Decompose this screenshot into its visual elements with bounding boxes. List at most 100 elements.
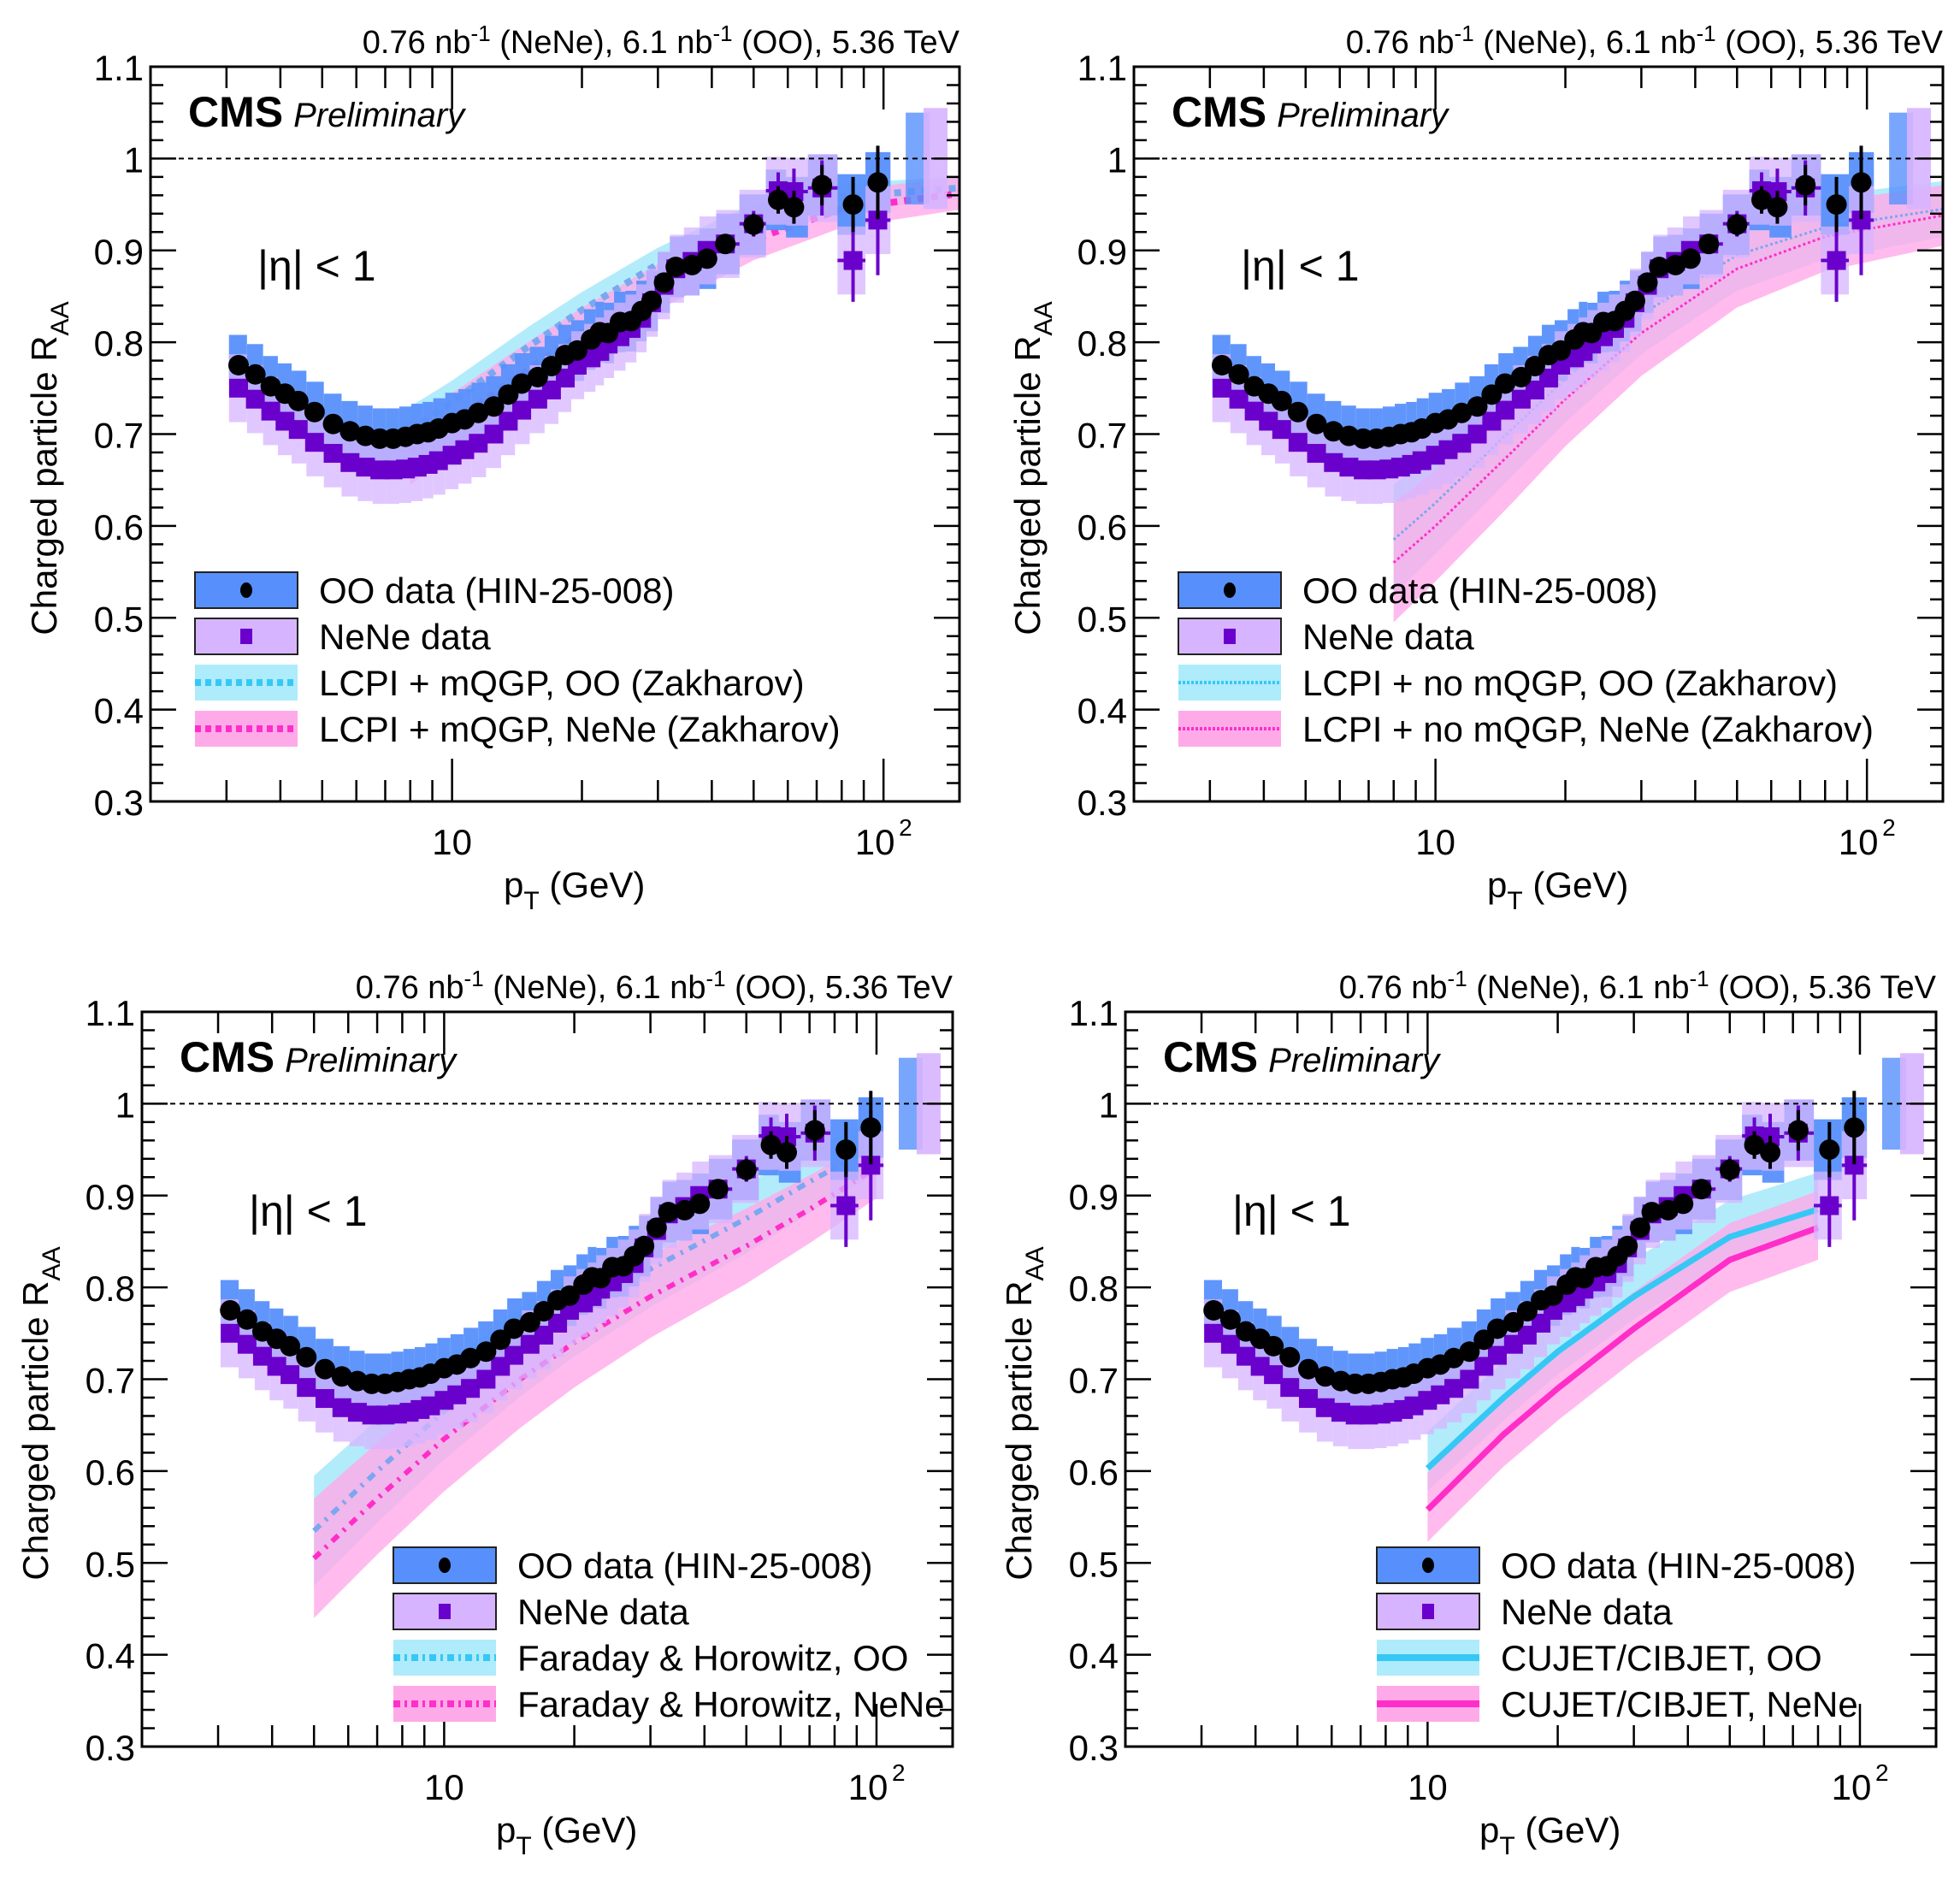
eta-selection-label: |η| < 1 — [1241, 242, 1360, 290]
oo-data-point — [707, 1179, 729, 1200]
oo-data-point — [519, 1311, 540, 1333]
nene-data-point — [1851, 210, 1871, 230]
x-tick-label: 10 — [424, 1767, 464, 1807]
oo-data-point — [634, 1235, 655, 1256]
nene-data-point — [1272, 420, 1291, 440]
oo-data-point — [1203, 1299, 1225, 1321]
lumi-label: 0.76 nb-1 (NeNe), 6.1 nb-1 (OO), 5.36 Te… — [1346, 21, 1944, 61]
y-tick-label: 0.5 — [1069, 1544, 1119, 1584]
oo-data-point — [812, 174, 833, 196]
y-axis-label: Charged particle RAA — [24, 301, 74, 635]
x-axis-label-main: p — [1479, 1810, 1499, 1850]
nene-data-point — [1315, 1398, 1335, 1417]
legend-label: OO data (HIN-25-008) — [1302, 571, 1658, 611]
legend-marker-circle — [240, 582, 252, 598]
x-axis-label-main: p — [1487, 865, 1507, 905]
legend-swatch-model — [393, 1686, 496, 1722]
nene-data-point — [512, 400, 532, 420]
x-axis-label-main: p — [504, 865, 523, 905]
x-axis-label-unit: (GeV) — [1523, 865, 1629, 905]
y-tick-label: 1.1 — [94, 48, 144, 88]
nene-data-point — [347, 1403, 367, 1422]
nene-data-point — [861, 1156, 881, 1175]
y-tick-label: 1 — [1107, 139, 1127, 180]
oo-data-point — [696, 248, 717, 269]
y-tick-label: 0.4 — [86, 1636, 135, 1676]
oo-data-point — [689, 1193, 711, 1215]
y-tick-label: 0.8 — [94, 323, 144, 364]
oo-data-point — [646, 1217, 667, 1239]
lumi-text: (NeNe), 6.1 nb — [491, 25, 713, 61]
cms-label: CMS Preliminary — [188, 88, 467, 136]
oo-data-point — [1767, 197, 1788, 218]
legend-swatch-nene — [194, 618, 298, 655]
oo-data-point — [867, 172, 888, 193]
oo-data-point — [460, 1347, 481, 1369]
x-tick-label: 10 — [848, 1767, 888, 1807]
lumi-text: (OO), 5.36 TeV — [733, 25, 960, 61]
oo-data-point — [1760, 1142, 1781, 1163]
panel-bottom-right: 0.30.40.50.60.70.80.911.110 10 2pT (GeV)Ch… — [999, 966, 1938, 1860]
oo-data-point — [1287, 401, 1308, 423]
nene-data-point — [1467, 424, 1487, 444]
nene-data-point — [1220, 1334, 1240, 1354]
y-axis-label: Charged particle RAA — [1007, 301, 1058, 635]
x-tick-label: 10 — [855, 822, 895, 862]
y-axis-label-main: Charged particle R — [1007, 335, 1048, 635]
legend-marker-circle — [1224, 582, 1236, 598]
y-axis-label-main: Charged particle R — [999, 1280, 1039, 1580]
lumi-text: 0.76 nb — [363, 25, 471, 61]
y-tick-label: 0.8 — [86, 1268, 135, 1309]
panel-bottom-left: 0.30.40.50.60.70.80.911.110 10 2pT (GeV)Ch… — [15, 966, 954, 1860]
oo-data-point — [1680, 248, 1701, 269]
oo-data-point — [1617, 1235, 1638, 1256]
cms-status: Preliminary — [285, 1042, 458, 1079]
oo-data-point — [842, 194, 864, 216]
cms-experiment: CMS — [180, 1033, 275, 1081]
y-axis-label: Charged particle RAA — [999, 1246, 1049, 1580]
oo-data-point — [860, 1117, 882, 1138]
y-axis-label: Charged particle RAA — [15, 1246, 66, 1580]
cms-status: Preliminary — [1268, 1042, 1442, 1079]
oo-data-point — [304, 401, 325, 423]
lumi-exponent: -1 — [464, 966, 484, 991]
lumi-exponent: -1 — [1448, 966, 1467, 991]
oo-data-point — [1550, 340, 1571, 361]
x-tick-label: 10 — [1408, 1767, 1448, 1807]
oo-data-point — [1641, 1202, 1662, 1223]
lumi-exponent: -1 — [1455, 21, 1474, 46]
legend-label: CUJET/CIBJET, OO — [1501, 1638, 1822, 1678]
lumi-exponent: -1 — [1689, 966, 1709, 991]
nene-data-point — [1280, 1378, 1300, 1398]
lumi-text: 0.76 nb — [1339, 970, 1448, 1006]
oo-data-point — [665, 257, 687, 278]
legend-label: LCPI + no mQGP, NeNe (Zakharov) — [1302, 709, 1874, 749]
plot-area — [227, 108, 959, 505]
y-tick-label: 0.9 — [94, 232, 144, 272]
y-tick-label: 0.4 — [94, 691, 144, 731]
y-tick-label: 0.3 — [1069, 1728, 1119, 1768]
model-curve-0 — [1426, 1206, 1820, 1471]
legend-item-0: OO data (HIN-25-008) — [1178, 571, 1658, 611]
oo-data-point — [1495, 373, 1516, 394]
oo-data-point — [566, 340, 587, 361]
y-tick-label: 0.6 — [94, 507, 144, 547]
oo-data-point — [1826, 194, 1847, 216]
oo-data-point — [1543, 1285, 1564, 1306]
y-tick-label: 0.6 — [86, 1452, 135, 1493]
x-axis-label-unit: (GeV) — [532, 1810, 638, 1850]
x-axis-label: pT (GeV) — [1487, 865, 1628, 915]
oo-data-point — [503, 1318, 524, 1339]
plot-area — [1203, 1053, 1924, 1542]
y-tick-label: 1 — [124, 139, 144, 180]
nene-data-point — [461, 1379, 481, 1398]
nene-data-point — [1288, 433, 1308, 452]
oo-data-point — [1795, 174, 1816, 196]
oo-data-point — [1314, 1366, 1336, 1387]
y-tick-label: 0.7 — [94, 416, 144, 456]
legend-marker-square — [240, 629, 252, 644]
oo-data-point — [1744, 1134, 1765, 1156]
oo-data-point — [1443, 1347, 1465, 1369]
x-tick-label: 10 — [1832, 1767, 1872, 1807]
